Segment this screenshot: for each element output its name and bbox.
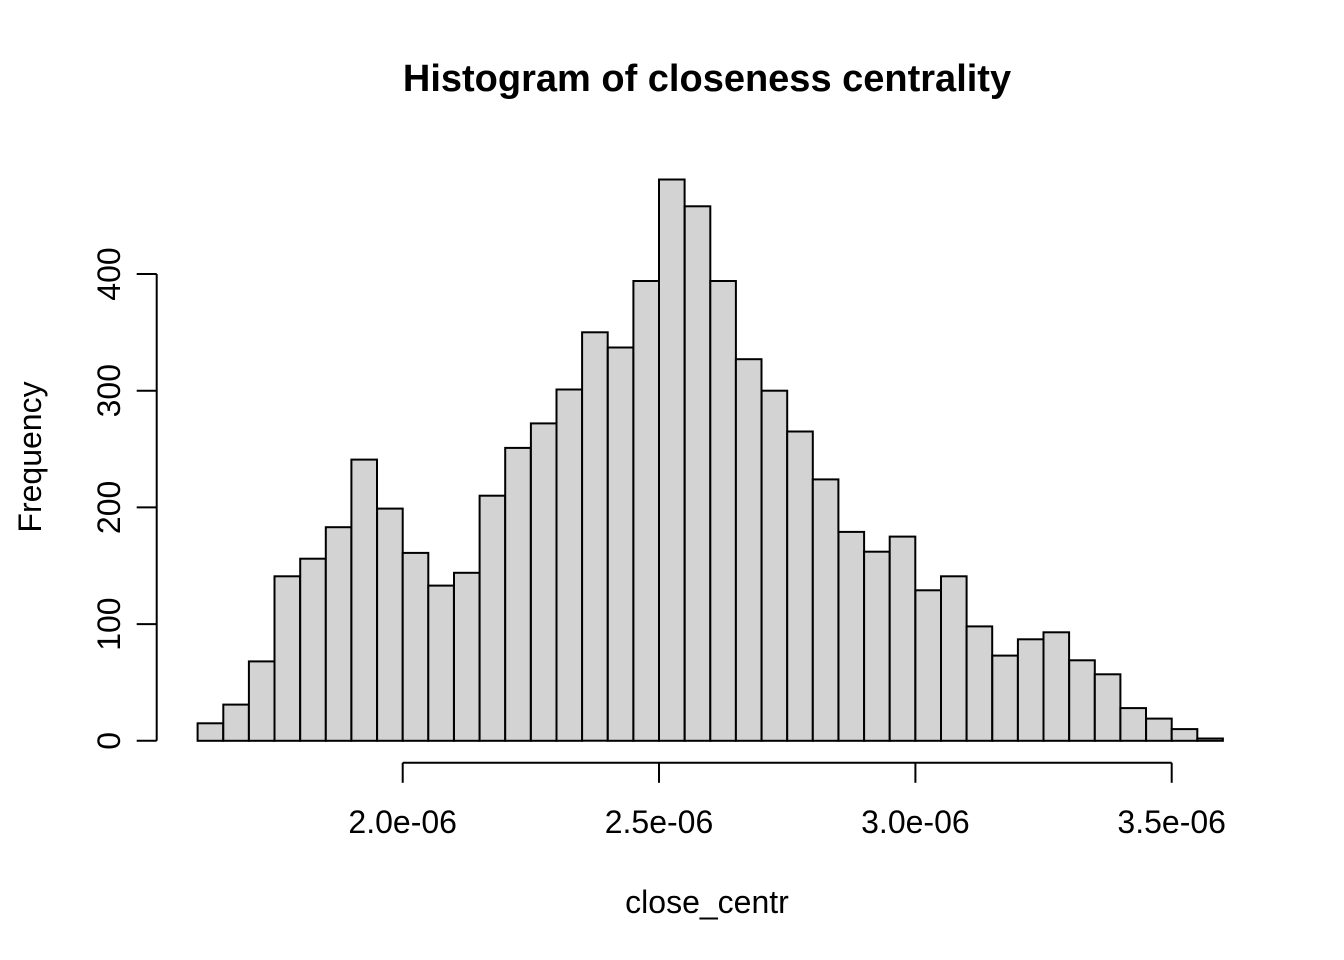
y-axis-label: Frequency xyxy=(12,381,48,533)
histogram-bar-36 xyxy=(1093,673,1122,742)
histogram-bar-2 xyxy=(222,703,250,742)
histogram-bar-33 xyxy=(1016,638,1045,742)
histogram-bar-32 xyxy=(991,654,1019,742)
x-tick-label: 2.0e-06 xyxy=(348,804,457,840)
histogram-bar-10 xyxy=(427,584,455,742)
bars-group xyxy=(196,178,1224,742)
y-tick-label: 300 xyxy=(91,364,127,417)
histogram-bar-24 xyxy=(786,430,814,742)
histogram-bar-35 xyxy=(1068,659,1096,742)
histogram-bar-29 xyxy=(914,589,943,742)
axes-group: 0 100 200 300 400 2.0e-06 2.5e-06 3.0e-06 3.5e-0… xyxy=(91,247,1226,840)
histogram-bar-37 xyxy=(1119,707,1148,742)
x-axis-label: close_centr xyxy=(625,884,789,920)
histogram-bar-38 xyxy=(1145,717,1173,742)
histogram-bar-4 xyxy=(273,575,302,742)
y-tick-label: 200 xyxy=(91,481,127,534)
histogram-bar-3 xyxy=(247,660,276,742)
histogram-bar-26 xyxy=(837,530,866,742)
histogram-bar-19 xyxy=(658,178,686,742)
histogram-bar-20 xyxy=(683,205,712,742)
chart-title: Histogram of closeness centrality xyxy=(402,58,1012,100)
x-tick-label: 3.5e-06 xyxy=(1117,804,1226,840)
y-tick-label: 100 xyxy=(91,597,127,650)
histogram-bar-8 xyxy=(376,507,404,742)
histogram-bar-13 xyxy=(504,446,532,742)
histogram-bar-6 xyxy=(324,526,353,742)
histogram-bar-31 xyxy=(965,625,994,742)
histogram-bar-9 xyxy=(401,551,430,742)
histogram-bar-28 xyxy=(888,535,917,742)
histogram-bar-34 xyxy=(1042,631,1071,742)
histogram-bar-17 xyxy=(606,346,635,742)
histogram-bar-7 xyxy=(350,458,378,742)
histogram-bar-12 xyxy=(478,494,507,742)
histogram-bar-40 xyxy=(1196,737,1224,742)
histogram-bar-21 xyxy=(709,280,737,742)
y-tick-label: 400 xyxy=(91,247,127,300)
x-tick-label: 2.5e-06 xyxy=(605,804,714,840)
histogram-bar-22 xyxy=(734,358,763,742)
histogram-bar-1 xyxy=(196,722,225,742)
histogram-bar-15 xyxy=(555,388,584,742)
histogram-bar-5 xyxy=(299,557,327,742)
histogram-bar-30 xyxy=(940,575,968,742)
histogram-bar-39 xyxy=(1170,728,1199,742)
y-tick-label: 0 xyxy=(91,732,127,750)
histogram-bar-18 xyxy=(632,280,661,742)
histogram-bar-16 xyxy=(581,331,609,742)
histogram-bar-11 xyxy=(453,571,481,742)
histogram-bar-14 xyxy=(529,422,558,742)
x-tick-label: 3.0e-06 xyxy=(861,804,970,840)
histogram-bar-23 xyxy=(760,389,789,742)
histogram-bar-25 xyxy=(811,478,840,742)
histogram-bar-27 xyxy=(863,550,891,742)
